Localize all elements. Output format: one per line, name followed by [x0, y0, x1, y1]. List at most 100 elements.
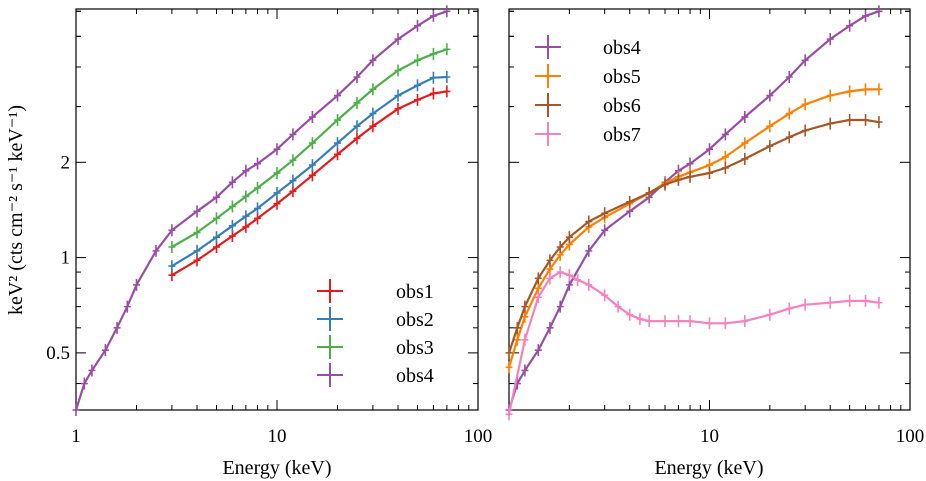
- data-point-obs7: [636, 312, 644, 325]
- legend-label-obs6: obs6: [603, 95, 641, 117]
- data-point-obs7: [875, 296, 883, 309]
- data-point-obs4: [413, 19, 421, 32]
- data-point-obs2: [289, 174, 297, 187]
- series-obs5: [505, 83, 883, 374]
- data-point-obs7: [785, 302, 793, 315]
- data-point-obs6: [513, 321, 521, 334]
- legend-marker-obs5: [535, 64, 561, 88]
- series-line-obs5: [507, 88, 879, 368]
- data-point-obs4: [80, 377, 88, 390]
- data-point-obs4: [369, 54, 377, 67]
- data-point-obs6: [686, 170, 694, 183]
- data-point-obs4: [273, 143, 281, 156]
- left-y-tick-label: 1: [61, 248, 71, 269]
- data-point-obs4: [534, 344, 542, 357]
- data-point-obs7: [556, 266, 564, 279]
- data-point-obs3: [308, 137, 316, 150]
- data-point-obs4: [193, 205, 201, 218]
- left-x-tick-label: 100: [464, 426, 493, 447]
- data-point-obs4: [741, 111, 749, 124]
- data-point-obs6: [721, 161, 729, 174]
- right-tick-labels: 10 100: [700, 426, 924, 447]
- data-point-obs7: [645, 315, 653, 328]
- data-point-obs6: [826, 117, 834, 130]
- data-point-obs2: [429, 71, 437, 84]
- left-y-axis-title: keV² (cts cm⁻² s⁻¹ keV⁻¹): [5, 105, 27, 315]
- data-point-obs4: [72, 404, 80, 416]
- data-point-obs6: [706, 167, 713, 180]
- data-point-obs4: [152, 244, 160, 257]
- legend-label-obs4: obs4: [396, 365, 434, 387]
- data-point-obs4: [875, 5, 883, 18]
- data-point-obs4: [228, 176, 236, 189]
- data-point-obs7: [766, 308, 774, 321]
- data-point-obs2: [443, 70, 451, 83]
- data-point-obs1: [394, 102, 402, 115]
- data-point-obs1: [353, 132, 361, 145]
- data-point-obs7: [721, 317, 729, 330]
- right-legend: obs4 obs5 obs6 obs7: [535, 35, 641, 146]
- data-point-obs3: [193, 226, 201, 239]
- data-point-obs7: [741, 315, 749, 328]
- data-point-obs7: [846, 294, 854, 307]
- data-point-obs1: [443, 85, 451, 98]
- data-point-obs1: [242, 220, 250, 233]
- data-point-obs2: [413, 79, 421, 92]
- data-point-obs4: [443, 5, 451, 18]
- left-ticks: [75, 9, 478, 410]
- data-point-obs7: [574, 273, 582, 286]
- left-x-tick-label: 1: [71, 426, 81, 447]
- data-point-obs2: [273, 186, 281, 199]
- data-point-obs2: [334, 137, 342, 150]
- data-point-obs6: [766, 140, 774, 153]
- data-point-obs3: [273, 167, 281, 180]
- data-point-obs2: [394, 89, 402, 102]
- data-point-obs7: [862, 294, 870, 307]
- data-point-obs6: [546, 254, 554, 267]
- data-point-obs4: [168, 224, 176, 237]
- data-point-obs2: [353, 120, 361, 133]
- data-point-obs6: [801, 124, 809, 137]
- right-panel: obs4 obs5 obs6 obs7 10 100 Energy (keV): [505, 5, 924, 479]
- data-point-obs2: [308, 159, 316, 172]
- data-point-obs3: [212, 212, 220, 225]
- right-ticks: [508, 9, 910, 410]
- data-point-obs4: [308, 111, 316, 124]
- data-point-obs7: [826, 296, 834, 309]
- legend-marker-obs4: [317, 363, 343, 387]
- data-point-obs4: [785, 70, 793, 83]
- data-point-obs2: [168, 260, 176, 273]
- data-point-obs4: [846, 19, 854, 32]
- data-point-obs7: [565, 269, 573, 282]
- data-point-obs4: [123, 300, 131, 313]
- data-point-obs1: [413, 93, 421, 106]
- data-point-obs5: [785, 107, 793, 120]
- data-point-obs5: [826, 89, 834, 102]
- legend-marker-obs2: [317, 307, 343, 331]
- series-obs3: [168, 43, 451, 254]
- data-point-obs6: [674, 173, 682, 186]
- legend-label-obs5: obs5: [603, 66, 641, 88]
- data-point-obs4: [766, 89, 774, 102]
- data-point-obs4: [556, 300, 564, 313]
- left-legend: obs1 obs2 obs3 obs4: [317, 279, 434, 387]
- data-point-obs3: [394, 64, 402, 77]
- right-plot-frame: [508, 8, 911, 411]
- data-point-obs7: [706, 317, 713, 330]
- data-point-obs4: [289, 128, 297, 141]
- data-point-obs6: [875, 116, 883, 129]
- data-point-obs3: [353, 96, 361, 109]
- data-point-obs3: [289, 154, 297, 167]
- data-point-obs6: [556, 241, 564, 254]
- data-point-obs6: [741, 152, 749, 165]
- data-point-obs4: [133, 278, 141, 291]
- data-point-obs5: [513, 333, 521, 346]
- data-point-obs3: [443, 43, 451, 56]
- data-point-obs6: [565, 231, 573, 244]
- data-point-obs5: [875, 83, 883, 96]
- data-point-obs1: [273, 197, 281, 210]
- data-point-obs7: [686, 315, 694, 328]
- right-x-tick-label: 100: [896, 426, 925, 447]
- data-point-obs4: [242, 164, 250, 177]
- data-point-obs6: [645, 186, 653, 199]
